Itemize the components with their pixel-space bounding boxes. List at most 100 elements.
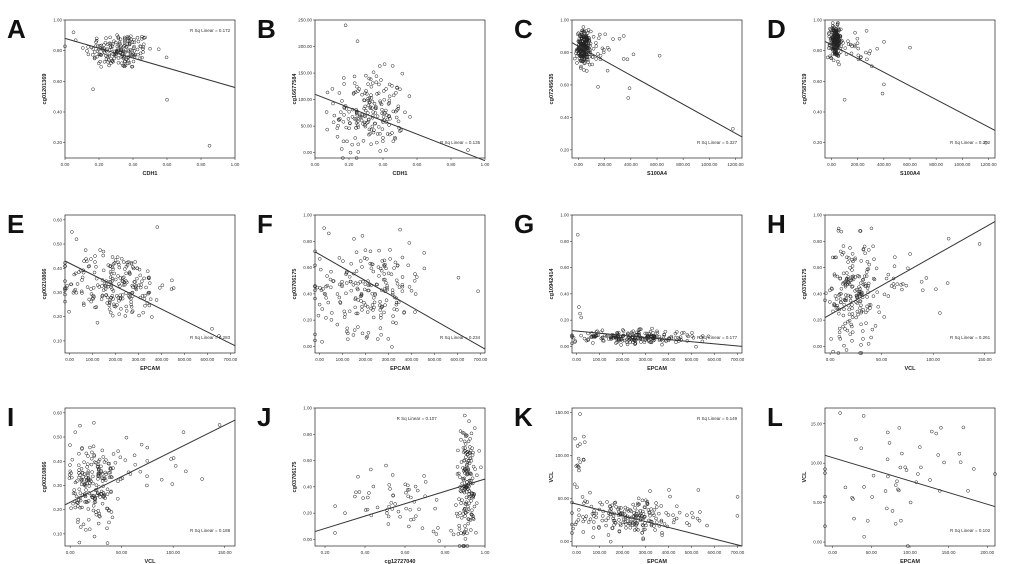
panel-letter-H: H bbox=[767, 209, 786, 239]
data-point bbox=[856, 46, 861, 51]
data-point bbox=[584, 54, 589, 59]
y-tick-label: 0.80 bbox=[560, 239, 569, 244]
data-point bbox=[459, 438, 463, 442]
data-point bbox=[369, 77, 373, 82]
data-point bbox=[102, 60, 107, 64]
data-point bbox=[115, 255, 120, 259]
data-point bbox=[832, 34, 836, 39]
data-point bbox=[650, 326, 654, 331]
data-point bbox=[325, 274, 329, 278]
data-point bbox=[897, 426, 902, 430]
data-point bbox=[340, 283, 344, 287]
x-axis-label: EPCAM bbox=[647, 559, 667, 564]
data-point bbox=[463, 432, 468, 437]
data-point bbox=[458, 511, 462, 515]
data-point bbox=[86, 477, 91, 481]
y-tick-label: 0.40 bbox=[560, 291, 569, 296]
data-point bbox=[86, 473, 90, 477]
x-tick-label: 1.00 bbox=[481, 162, 490, 167]
data-point bbox=[129, 302, 133, 307]
data-point bbox=[842, 307, 846, 312]
data-point bbox=[462, 439, 467, 444]
data-point bbox=[396, 509, 401, 514]
data-point bbox=[147, 281, 152, 285]
data-point bbox=[871, 473, 876, 478]
data-point bbox=[84, 499, 89, 504]
data-point bbox=[353, 494, 357, 499]
data-point bbox=[866, 342, 871, 346]
data-point bbox=[362, 300, 366, 305]
data-point bbox=[576, 48, 580, 52]
data-point bbox=[582, 37, 586, 41]
data-point bbox=[465, 485, 469, 490]
data-point bbox=[103, 41, 108, 45]
data-point bbox=[109, 61, 113, 65]
data-point bbox=[126, 61, 130, 65]
data-point bbox=[479, 465, 483, 470]
data-point bbox=[82, 259, 86, 263]
data-point bbox=[125, 42, 130, 46]
y-tick-label: 1.00 bbox=[813, 18, 822, 23]
data-point bbox=[591, 46, 596, 51]
data-point bbox=[597, 36, 601, 40]
data-point bbox=[831, 255, 835, 260]
data-point bbox=[388, 248, 392, 252]
data-point bbox=[459, 489, 464, 494]
data-point bbox=[379, 333, 383, 337]
data-point bbox=[207, 143, 212, 148]
data-point bbox=[96, 459, 101, 464]
x-tick-label: 50.00 bbox=[866, 550, 878, 555]
data-point bbox=[99, 43, 104, 48]
x-tick-label: 600.00 bbox=[451, 357, 465, 362]
data-point bbox=[667, 488, 671, 492]
data-point bbox=[71, 501, 75, 506]
y-tick-label: 0.10 bbox=[53, 531, 62, 536]
x-axis-label: VCL bbox=[145, 559, 157, 564]
data-point bbox=[885, 457, 890, 462]
data-point bbox=[464, 502, 468, 506]
data-point bbox=[666, 513, 671, 517]
data-point bbox=[886, 294, 891, 298]
y-tick-label: 0.00 bbox=[813, 344, 822, 349]
data-point bbox=[414, 514, 418, 518]
data-point bbox=[847, 307, 851, 312]
data-point bbox=[848, 295, 853, 299]
data-point bbox=[641, 536, 645, 541]
data-point bbox=[74, 494, 79, 499]
data-point bbox=[635, 521, 639, 525]
data-point bbox=[379, 313, 383, 317]
data-point bbox=[413, 484, 418, 489]
data-point bbox=[104, 36, 108, 40]
data-point bbox=[116, 479, 120, 484]
data-point bbox=[652, 513, 656, 517]
data-point bbox=[961, 425, 966, 430]
data-point bbox=[378, 326, 383, 330]
y-axis-label: cg00210866 bbox=[42, 462, 48, 493]
data-point bbox=[89, 456, 94, 461]
data-point bbox=[388, 257, 392, 261]
data-point bbox=[586, 520, 591, 524]
data-point bbox=[454, 503, 458, 507]
data-point bbox=[118, 37, 123, 41]
data-point bbox=[891, 282, 896, 286]
data-point bbox=[633, 513, 638, 517]
data-point bbox=[99, 464, 103, 469]
y-tick-label: 0.60 bbox=[53, 410, 62, 415]
data-point bbox=[110, 294, 115, 298]
data-point bbox=[119, 477, 123, 481]
data-point bbox=[91, 474, 95, 479]
data-point bbox=[71, 491, 76, 495]
data-point bbox=[633, 528, 637, 532]
data-point bbox=[92, 270, 97, 275]
y-tick-label: 0.40 bbox=[303, 291, 312, 296]
data-point bbox=[394, 91, 398, 95]
data-point bbox=[403, 110, 407, 115]
data-point bbox=[837, 293, 841, 297]
data-point bbox=[696, 488, 701, 492]
x-tick-label: 400.00 bbox=[624, 162, 638, 167]
data-point bbox=[866, 519, 870, 523]
data-point bbox=[89, 257, 93, 261]
data-point bbox=[460, 498, 464, 502]
data-point bbox=[385, 117, 390, 122]
data-point bbox=[585, 500, 590, 504]
